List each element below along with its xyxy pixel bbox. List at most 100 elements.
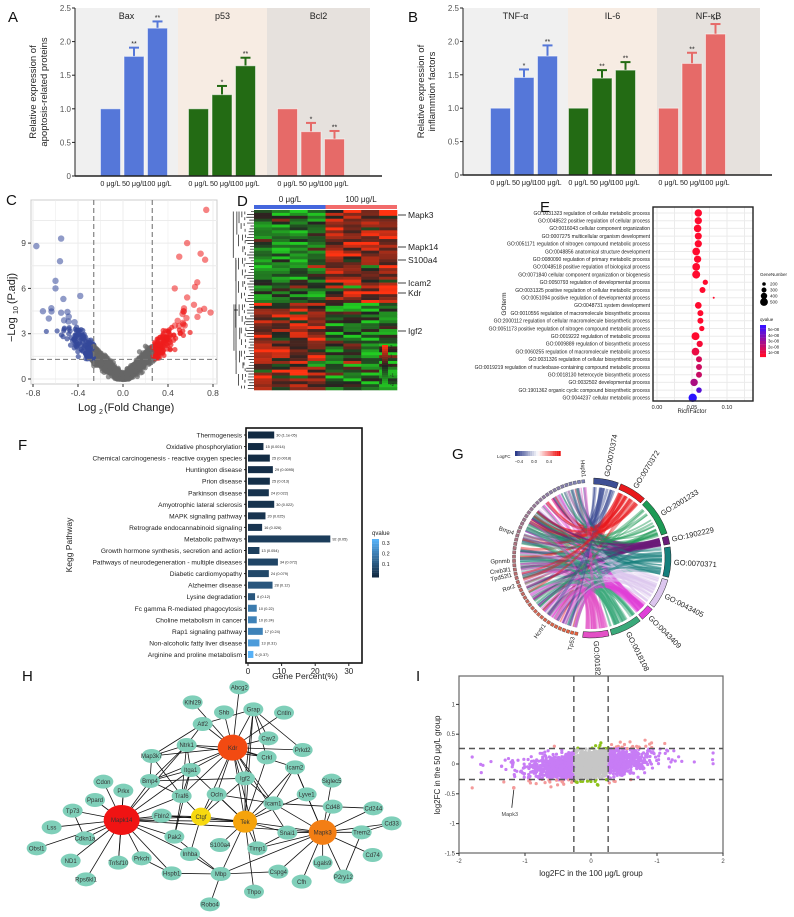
heatmap-cell: [307, 331, 326, 336]
data-point: [176, 327, 182, 333]
heatmap-cell: [379, 282, 398, 286]
chord: [528, 522, 661, 548]
chord: [551, 495, 628, 529]
chord: [537, 581, 641, 611]
network-edge: [252, 709, 268, 758]
data-point: [663, 751, 667, 755]
chord: [551, 589, 606, 628]
chord: [533, 514, 620, 625]
go-term-label: GO:0031323 regulation of cellular metabo…: [534, 211, 651, 217]
chord: [573, 528, 657, 628]
panel-letter-f: F: [18, 437, 27, 454]
plot-frame: [245, 427, 363, 664]
heatmap-cell: [271, 384, 291, 388]
go-term-arc: [582, 629, 610, 639]
heatmap-cell: [289, 387, 308, 391]
heatmap-cell: [271, 273, 291, 278]
category-label: 50 μg/L: [590, 178, 614, 187]
data-point: [105, 361, 111, 367]
heatmap-cell: [254, 346, 273, 350]
legend-tick-label: 0.4: [546, 459, 552, 464]
legend-tick-label: 2e-08: [768, 344, 780, 349]
bar: [658, 107, 679, 176]
heatmap-cell: [361, 244, 380, 249]
bar: [248, 558, 278, 566]
data-point: [110, 363, 116, 369]
chord: [520, 538, 661, 555]
heatmap-cell: [289, 239, 308, 243]
chord: [552, 497, 661, 548]
heatmap-cell: [271, 311, 291, 315]
heatmap-cell: [379, 291, 398, 295]
heatmap-cell: [307, 239, 326, 243]
network-node: [60, 853, 81, 868]
heatmap-cell: [307, 256, 326, 260]
heatmap-cell: [325, 282, 344, 286]
chord: [523, 495, 628, 543]
chord: [561, 585, 644, 624]
heatmap-cell: [343, 230, 362, 234]
heatmap-cell: [361, 288, 380, 292]
gene-square: [581, 479, 586, 484]
heatmap-cell: [289, 256, 308, 260]
gene-label: Icam2: [408, 278, 431, 288]
heatmap-cell: [254, 282, 273, 286]
go-term-label: GO:0070371: [674, 558, 717, 569]
node-label: S100a4: [210, 843, 231, 849]
heatmap-cell: [361, 340, 380, 344]
y-axis-title-base: −Log: [6, 317, 18, 342]
chord: [527, 575, 648, 603]
gene-label: S100a4: [408, 255, 438, 265]
heatmap-cell: [325, 230, 344, 234]
chord: [576, 488, 648, 602]
heatmap-cell: [289, 270, 308, 275]
heatmap-cell: [325, 250, 344, 254]
chord: [522, 537, 661, 551]
heatmap-cell: [379, 259, 398, 263]
data-point: [81, 331, 87, 337]
heatmap-cell: [361, 265, 380, 269]
legend-swatch: [382, 361, 388, 364]
heatmap-cell: [325, 291, 344, 295]
legend-tick-label: 1: [390, 354, 393, 359]
heatmap-cell: [325, 366, 344, 370]
heatmap-cell: [307, 268, 326, 272]
chord: [526, 524, 655, 544]
heatmap-cell: [307, 250, 326, 254]
heatmap-cell: [379, 300, 398, 304]
data-point: [183, 294, 191, 301]
network-node: [277, 825, 298, 840]
gene-label: Kdr: [408, 288, 421, 298]
chord: [563, 585, 642, 625]
heatmap-cell: [325, 241, 344, 246]
chord: [551, 589, 595, 629]
data-point: [64, 308, 71, 316]
heatmap-cell: [325, 256, 344, 260]
heatmap-cell: [254, 218, 273, 222]
heatmap-cell: [343, 381, 362, 385]
y-tick-label: 2.0: [60, 38, 72, 47]
data-point: [132, 368, 138, 374]
x-tick-label: -0.8: [26, 388, 41, 398]
heatmap-cell: [361, 273, 380, 278]
node-label: Cd244: [364, 807, 382, 813]
heatmap-cell: [343, 294, 362, 298]
legend-swatch: [549, 451, 552, 456]
gene-label: Igf2: [408, 326, 422, 336]
node-label: Ctgf: [195, 815, 206, 821]
heatmap-cell: [379, 331, 398, 336]
gene-square: [539, 614, 545, 620]
chord: [556, 588, 624, 623]
data-point: [593, 744, 598, 748]
data-point: [64, 336, 70, 342]
heatmap-cell: [325, 244, 344, 249]
gene-square: [531, 503, 537, 509]
network-edge: [244, 757, 268, 822]
heatmap-cell: [289, 340, 308, 344]
legend-swatch: [520, 451, 523, 456]
category-label: 100 μg/L: [533, 178, 561, 187]
data-point: [154, 354, 160, 360]
bar: [248, 500, 275, 508]
bar: [248, 616, 257, 624]
